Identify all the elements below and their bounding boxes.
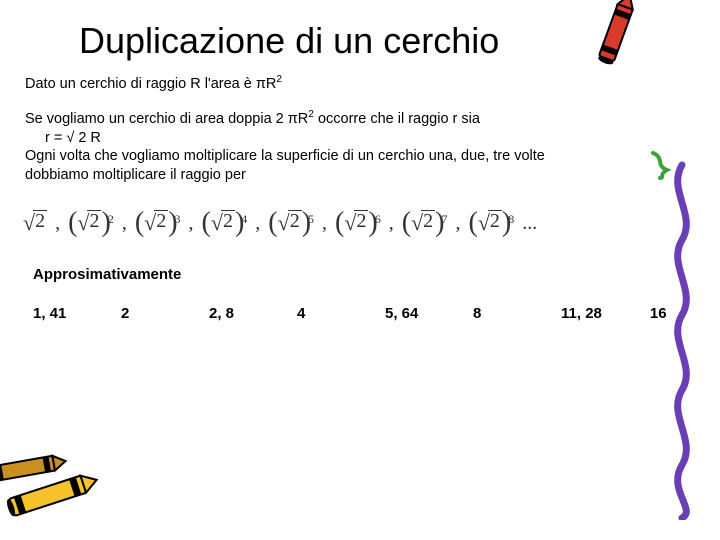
formula-term: 2 <box>23 210 47 236</box>
approx-value: 5, 64 <box>385 305 425 322</box>
formula-term: (2)6 <box>335 210 381 236</box>
body-line1b: occorre che il raggio r sia <box>314 111 480 127</box>
body-text: Se vogliamo un cerchio di area doppia 2 … <box>25 108 690 185</box>
body-line1-r: R <box>298 111 308 127</box>
approx-value: 2 <box>121 305 161 322</box>
formula-term: (2)5 <box>268 210 314 236</box>
crayon-red-icon <box>585 0 645 80</box>
approx-label: Approsimativamente <box>33 266 690 283</box>
intro-pi: π <box>256 76 266 92</box>
formula-comma: , <box>389 212 394 235</box>
formula-comma: , <box>55 212 60 235</box>
formula-comma: , <box>122 212 127 235</box>
approx-value: 8 <box>473 305 513 322</box>
intro-exp: 2 <box>276 74 282 85</box>
intro-r: R <box>266 76 276 92</box>
approx-value: 11, 28 <box>561 305 602 322</box>
formula-term: (2)3 <box>135 210 181 236</box>
approx-value: 2, 8 <box>209 305 249 322</box>
formula-dots: ... <box>522 212 537 235</box>
approx-values-row: 1, 41 2 2, 8 4 5, 64 8 11, 28 16 <box>33 305 690 322</box>
body-line4: dobbiamo moltiplicare il raggio per <box>25 166 690 185</box>
approx-value: 4 <box>297 305 337 322</box>
approx-value: 16 <box>650 305 690 322</box>
body-line1a: Se vogliamo un cerchio di area doppia 2 <box>25 111 288 127</box>
formula-comma: , <box>189 212 194 235</box>
body-line2: r = √ 2 R <box>45 129 690 148</box>
intro-prefix: Dato un cerchio di raggio R l'area è <box>25 76 256 92</box>
formula-term: (2)2 <box>68 210 114 236</box>
approx-value: 1, 41 <box>33 305 73 322</box>
formula-term: (2)7 <box>402 210 448 236</box>
formula-term: (2)8 <box>468 210 514 236</box>
formula-comma: , <box>322 212 327 235</box>
body-line3: Ogni volta che vogliamo moltiplicare la … <box>25 147 690 166</box>
body-line1-pi: π <box>288 111 298 127</box>
formula-term: (2)4 <box>202 210 248 236</box>
formula-comma: , <box>455 212 460 235</box>
formula-row: 2, (2)2, (2)3, (2)4, (2)5, (2)6, (2)7, (2)8... <box>23 210 690 236</box>
crayon-yellow-icon <box>0 460 105 530</box>
formula-comma: , <box>255 212 260 235</box>
